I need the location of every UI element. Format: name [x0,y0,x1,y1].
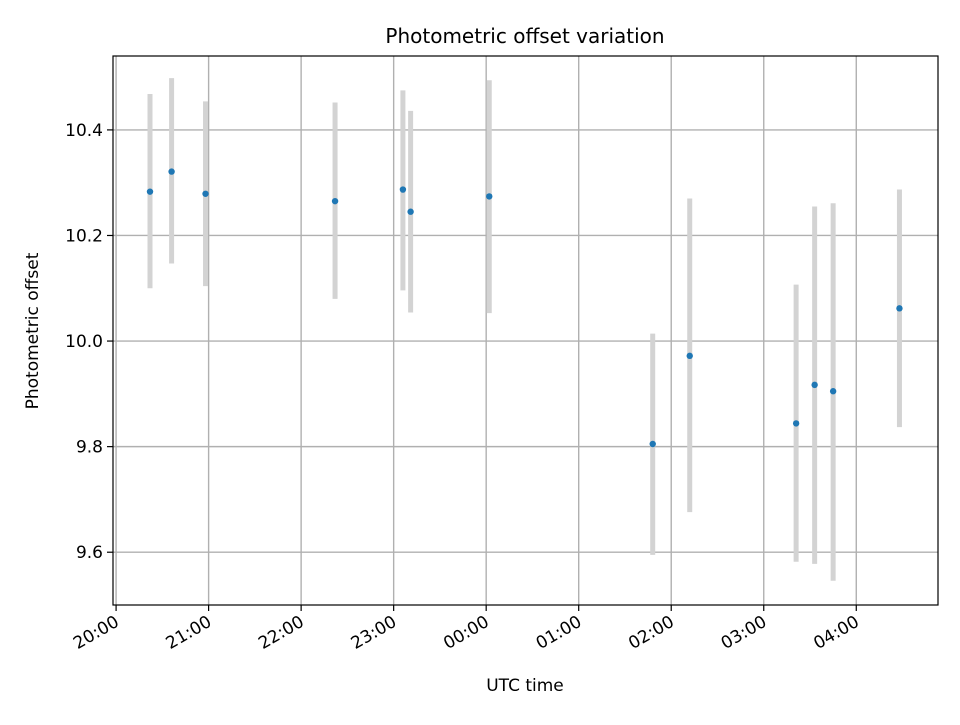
y-tick-label: 10.4 [65,121,103,141]
x-tick-label: 04:00 [810,612,862,654]
x-tick-label: 22:00 [255,612,307,654]
data-point [686,352,693,360]
y-tick-label: 10.0 [65,332,103,352]
grid [113,56,938,605]
data-point [168,168,175,175]
x-tick-label: 21:00 [163,612,215,654]
x-tick-label: 00:00 [440,612,492,654]
x-tick-label: 02:00 [625,612,677,654]
x-tick-label: 03:00 [718,612,770,654]
data-point [146,188,154,195]
x-axis-label: UTC time [486,676,564,696]
data-point [649,440,656,448]
data-point [202,190,209,197]
data-point [811,381,818,389]
x-axis-ticks: 20:00 21:00 22:00 23:00 00:00 01:00 02:00 03:00… [70,605,863,654]
x-tick-label: 20:00 [70,612,122,654]
data-point [399,186,407,193]
data-point [792,420,800,427]
y-tick-label: 9.6 [76,543,103,563]
x-tick-label: 01:00 [533,612,585,654]
y-tick-label: 9.8 [76,438,103,458]
y-tick-label: 10.2 [65,226,103,246]
x-tick-label: 23:00 [348,612,400,654]
chart-title: Photometric offset variation [385,24,664,48]
data-point [829,388,837,395]
data-point [331,197,339,205]
y-axis-ticks: 9.6 9.8 10.0 10.2 10.4 [65,121,113,563]
data-point [407,208,414,215]
error-bars [147,78,902,581]
data-point [486,193,493,200]
y-axis-label: Photometric offset [23,252,43,409]
data-point [896,305,903,312]
data-points [146,168,903,448]
plot-frame [112,55,939,606]
